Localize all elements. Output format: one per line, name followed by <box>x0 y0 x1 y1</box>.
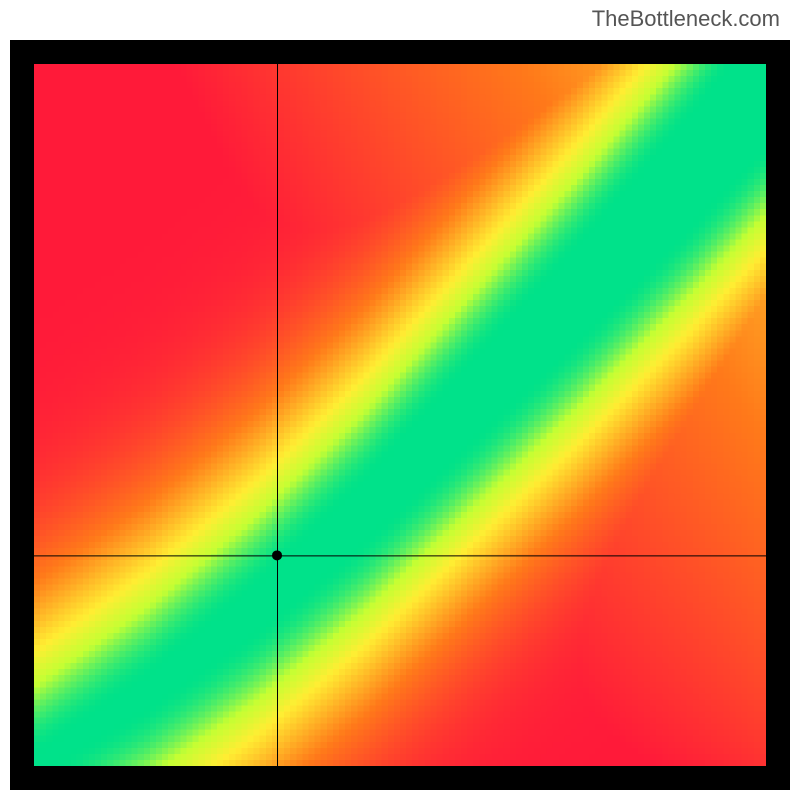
chart-container: TheBottleneck.com <box>0 0 800 800</box>
plot-frame <box>10 40 790 790</box>
crosshair-canvas <box>10 40 790 790</box>
attribution-text: TheBottleneck.com <box>592 6 780 32</box>
